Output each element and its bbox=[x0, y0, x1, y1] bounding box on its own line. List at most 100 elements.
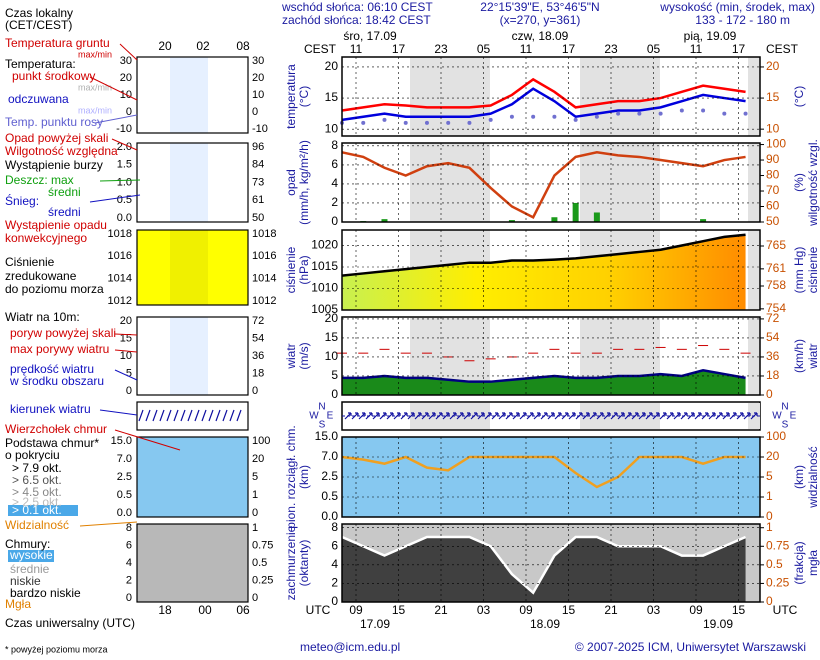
dot bbox=[446, 120, 451, 125]
y2-tick-label: 60 bbox=[766, 199, 780, 213]
dot bbox=[637, 111, 642, 116]
wind-arrow bbox=[582, 412, 590, 420]
mini-tick: 1018 bbox=[252, 228, 276, 240]
legend-text: Deszcz: max bbox=[5, 173, 74, 187]
wind-arrow bbox=[414, 412, 422, 420]
mini-tick: 50 bbox=[252, 212, 264, 224]
email[interactable]: meteo@icm.edu.pl bbox=[300, 640, 400, 654]
wind-arrow bbox=[743, 412, 751, 420]
bar bbox=[381, 219, 388, 222]
legend-text: zredukowane bbox=[5, 269, 77, 283]
area-line bbox=[341, 233, 746, 277]
mini-tick: 1.0 bbox=[117, 176, 132, 188]
legend-text: punkt środkowy bbox=[12, 69, 95, 83]
legend-text: Widzialność bbox=[5, 518, 69, 532]
legend-text: średni bbox=[48, 185, 81, 199]
mini-tick: 0.5 bbox=[117, 489, 132, 501]
wind-arrow bbox=[428, 412, 436, 420]
legend-text: * powyżej poziomu morza bbox=[5, 644, 108, 654]
axis-label: (km) bbox=[297, 465, 311, 489]
mini-tick: 0 bbox=[126, 592, 132, 604]
y-tick-label: 5 bbox=[331, 368, 338, 382]
y2-tick-label: 36 bbox=[766, 349, 780, 363]
legend-text: > 7.9 okt. bbox=[12, 461, 62, 475]
mini-tick: 10 bbox=[252, 89, 264, 101]
legend-text: max porywy wiatru bbox=[10, 342, 109, 356]
mini-tick: 0 bbox=[252, 385, 258, 397]
wind-arrow bbox=[603, 412, 611, 420]
y-tick-label: 6 bbox=[331, 157, 338, 171]
wind-arrow bbox=[680, 412, 688, 420]
dot bbox=[594, 114, 599, 119]
wind-arrow bbox=[729, 412, 737, 420]
wind-arrow bbox=[236, 409, 242, 422]
axis-label: widzialność bbox=[806, 446, 820, 508]
wind-arrow bbox=[477, 412, 485, 420]
y-tick-label: 15.0 bbox=[315, 429, 339, 443]
mini-tick: 100 bbox=[252, 435, 270, 447]
mini-hour: 00 bbox=[198, 603, 212, 617]
mini-tick: 20 bbox=[120, 315, 132, 327]
y-tick-label: 2 bbox=[331, 576, 338, 590]
night-band bbox=[410, 57, 490, 136]
y2-tick-label: 80 bbox=[766, 168, 780, 182]
wind-arrow bbox=[617, 412, 625, 420]
mini-day bbox=[170, 317, 208, 395]
top-date: śro, 17.09 bbox=[343, 29, 397, 43]
legend-connector bbox=[79, 521, 138, 527]
sunset: zachód słońca: 18:42 CEST bbox=[282, 13, 431, 27]
y-tick-label: 20 bbox=[325, 59, 339, 73]
mini-tick: 20 bbox=[252, 72, 264, 84]
y2-tick-label: 100 bbox=[766, 429, 786, 443]
wind-arrow bbox=[750, 412, 758, 420]
mini-tick: 72 bbox=[252, 315, 264, 327]
area bbox=[342, 234, 746, 310]
axis-label: (frakcja) bbox=[792, 541, 806, 584]
y-tick-label: 8 bbox=[331, 520, 338, 534]
y-tick-label: 15 bbox=[325, 330, 339, 344]
mini-tick: 84 bbox=[252, 159, 264, 171]
legend-text: Wystąpienie opadu bbox=[5, 218, 107, 232]
y2-tick-label: 54 bbox=[766, 330, 780, 344]
axis-label: (mm/h, kg/m²/h) bbox=[297, 140, 311, 225]
wind-arrow bbox=[208, 409, 214, 422]
mini-tick: 2.0 bbox=[117, 141, 132, 153]
y-tick-label: 15 bbox=[325, 90, 339, 104]
legend-text: Ciśnienie bbox=[5, 255, 55, 269]
y-tick-label: 6 bbox=[331, 538, 338, 552]
mini-tick: 20 bbox=[120, 72, 132, 84]
y-tick-label: 2.5 bbox=[321, 469, 338, 483]
wind-arrow bbox=[722, 412, 730, 420]
mini-tick: 0 bbox=[126, 385, 132, 397]
mini-tick: 1 bbox=[252, 489, 258, 501]
y2-tick-label: 100 bbox=[766, 137, 786, 151]
mini-tick: 6 bbox=[126, 539, 132, 551]
panel-frame bbox=[341, 142, 761, 223]
y2-tick-label: 0.25 bbox=[766, 576, 790, 590]
axis-label: ciśnienie bbox=[284, 246, 298, 293]
wind-arrow bbox=[666, 412, 674, 420]
dot bbox=[658, 111, 663, 116]
y-tick-label: 1010 bbox=[311, 281, 338, 295]
wind-arrow bbox=[519, 412, 527, 420]
night-band bbox=[410, 143, 490, 222]
mini-hour: 02 bbox=[196, 39, 210, 53]
bar bbox=[572, 202, 579, 222]
axis-label: wilgotność wzgl. bbox=[806, 139, 820, 227]
axis-label: (hPa) bbox=[297, 255, 311, 284]
time-zone: CEST bbox=[766, 42, 799, 56]
mini-frame bbox=[136, 523, 249, 603]
y-tick-label: 1005 bbox=[311, 302, 338, 316]
top-hour: 23 bbox=[604, 42, 618, 56]
legend-connector bbox=[89, 194, 141, 203]
bar bbox=[593, 212, 600, 222]
legend-text: Mgła bbox=[5, 597, 31, 611]
mini-tick: 0 bbox=[126, 106, 132, 118]
grid-point: (x=270, y=361) bbox=[500, 13, 581, 27]
dot bbox=[573, 117, 578, 122]
panel-frame bbox=[341, 523, 761, 603]
bottom-date: 17.09 bbox=[360, 617, 390, 631]
mini-hour: 20 bbox=[158, 39, 172, 53]
y-tick-label: 1020 bbox=[311, 238, 338, 252]
